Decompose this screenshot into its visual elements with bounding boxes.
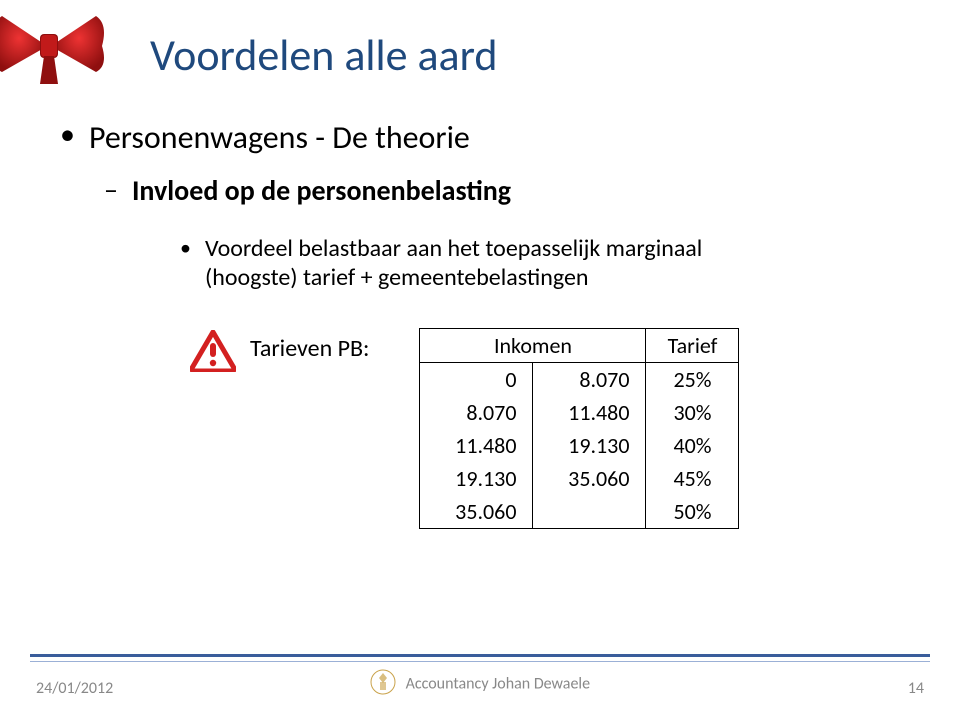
tax-table: Inkomen Tarief 0 8.070 25% 8.070 11.480 … — [419, 328, 739, 529]
tarieven-label: Tarieven PB: — [250, 334, 369, 363]
table-row: 35.060 50% — [420, 495, 739, 529]
cell-rate: 40% — [646, 429, 739, 462]
bullet-mark: • — [60, 118, 75, 151]
table-row: 11.480 19.130 40% — [420, 429, 739, 462]
footer-logo-icon — [370, 669, 396, 700]
cell-to: 35.060 — [533, 462, 646, 495]
table-body: 0 8.070 25% 8.070 11.480 30% 11.480 19.1… — [420, 363, 739, 529]
slide-body: • Personenwagens - De theorie – Invloed … — [60, 110, 900, 529]
footer-center: Accountancy Johan Dewaele — [0, 669, 960, 700]
bullet3-text: Voordeel belastbaar aan het toepasselijk… — [205, 234, 702, 292]
table-row: 19.130 35.060 45% — [420, 462, 739, 495]
bullet-level-1: • Personenwagens - De theorie — [60, 118, 900, 157]
cell-to: 11.480 — [533, 396, 646, 429]
cell-rate: 25% — [646, 363, 739, 397]
cell-rate: 50% — [646, 495, 739, 529]
cell-from: 0 — [420, 363, 533, 397]
footer-divider — [30, 654, 930, 662]
table-row: 8.070 11.480 30% — [420, 396, 739, 429]
table-row: 0 8.070 25% — [420, 363, 739, 397]
bullet-level-3: • Voordeel belastbaar aan het toepasseli… — [180, 234, 900, 292]
cell-from: 35.060 — [420, 495, 533, 529]
cell-to — [533, 495, 646, 529]
slide: Voordelen alle aard • Personenwagens - D… — [0, 0, 960, 722]
bullet2-text: Invloed op de personenbelasting — [132, 173, 511, 208]
table-header-tarief: Tarief — [646, 329, 739, 363]
footer-page-number: 14 — [908, 679, 924, 698]
slide-title: Voordelen alle aard — [150, 28, 497, 82]
bullet-mark: • — [180, 234, 191, 263]
cell-to: 19.130 — [533, 429, 646, 462]
bullet3-line1: Voordeel belastbaar aan het toepasselijk… — [205, 234, 702, 263]
cell-rate: 30% — [646, 396, 739, 429]
footer-center-text: Accountancy Johan Dewaele — [406, 674, 591, 693]
cell-to: 8.070 — [533, 363, 646, 397]
cell-from: 19.130 — [420, 462, 533, 495]
bullet1-text: Personenwagens - De theorie — [89, 118, 470, 157]
cell-from: 11.480 — [420, 429, 533, 462]
bullet-level-2: – Invloed op de personenbelasting — [104, 173, 900, 208]
warning-icon — [190, 330, 236, 372]
bowtie-icon — [0, 6, 104, 86]
cell-rate: 45% — [646, 462, 739, 495]
dash-mark: – — [104, 173, 118, 207]
cell-from: 8.070 — [420, 396, 533, 429]
table-header-inkomen: Inkomen — [420, 329, 646, 363]
bullet3-line2: (hoogste) tarief + gemeentebelastingen — [205, 263, 589, 292]
tarieven-row: Tarieven PB: Inkomen Tarief 0 8.070 25% — [190, 328, 900, 529]
